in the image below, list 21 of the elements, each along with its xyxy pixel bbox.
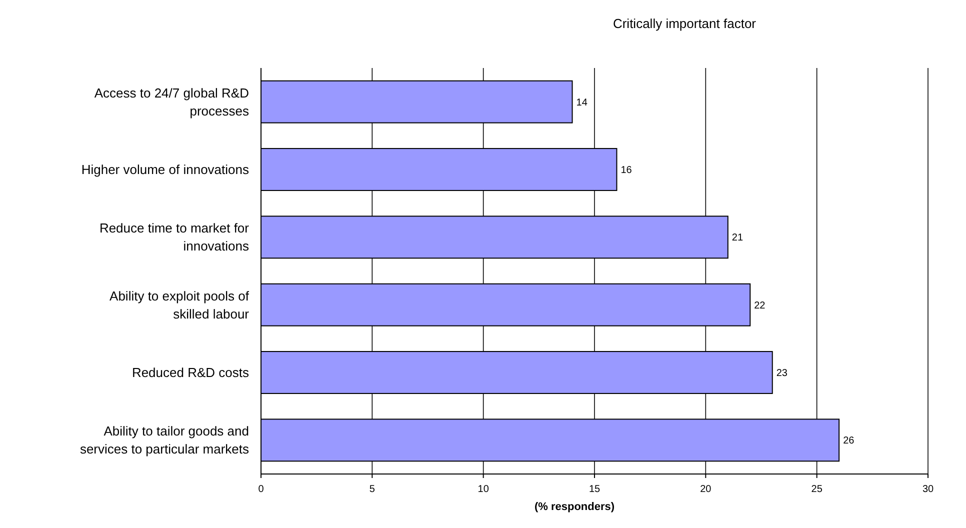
data-label: 23	[776, 368, 788, 379]
y-tick-label: Ability to exploit pools of skilled labour	[110, 288, 250, 322]
y-tick-label: Ability to tailor goods and services to particular markets	[80, 424, 250, 457]
y-tick-label: Higher volume of innovations	[81, 162, 250, 177]
x-tick-label: 30	[922, 484, 934, 495]
x-tick-label: 20	[700, 484, 712, 495]
x-tick-label: 0	[258, 484, 264, 495]
data-label: 26	[843, 436, 855, 447]
data-label: 16	[620, 165, 632, 176]
x-tick-label: 25	[811, 484, 823, 495]
y-tick-label: Access to 24/7 global R&D processes	[94, 85, 250, 118]
chart-title: Critically important factor	[612, 16, 757, 31]
data-label: 22	[754, 300, 766, 312]
x-tick-label: 5	[369, 484, 376, 495]
x-tick-label: 10	[478, 484, 490, 495]
data-label: 21	[732, 232, 744, 244]
y-tick-label: Reduce time to market for innovations	[99, 220, 250, 254]
y-tick-label: Reduced R&D costs	[132, 365, 250, 380]
data-label: 14	[576, 97, 588, 108]
x-axis-title: (% responders)	[534, 501, 615, 513]
x-tick-label: 15	[588, 484, 600, 495]
